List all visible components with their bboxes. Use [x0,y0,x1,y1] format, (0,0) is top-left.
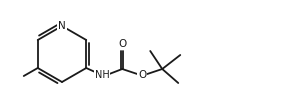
Text: N: N [58,21,66,31]
Text: O: O [118,39,126,49]
Text: NH: NH [95,70,110,80]
Text: O: O [138,70,146,80]
